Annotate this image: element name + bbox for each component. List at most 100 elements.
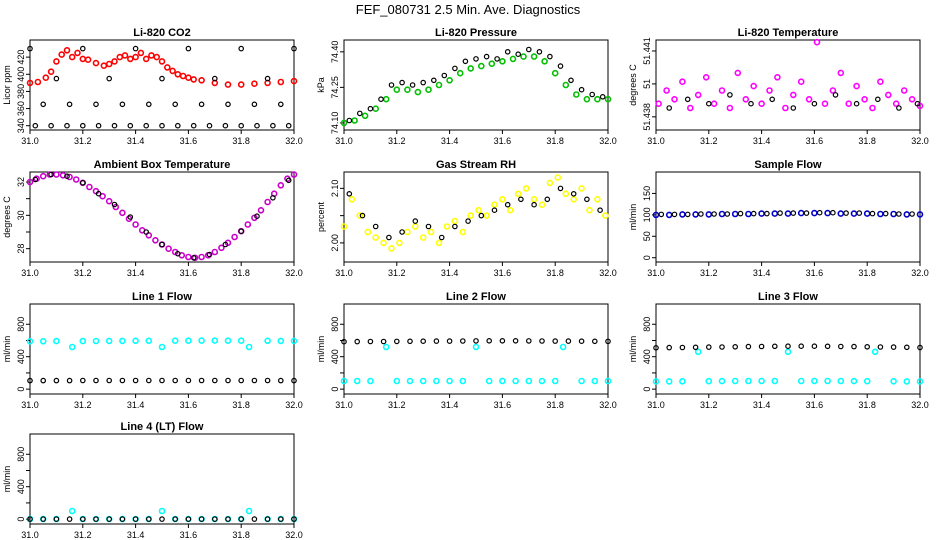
- reference-point: [146, 101, 152, 108]
- reference-point: [909, 211, 915, 217]
- reference-point: [93, 377, 99, 384]
- reference-point: [66, 516, 73, 522]
- data-point: [509, 55, 517, 63]
- reference-point: [251, 377, 258, 384]
- reference-point: [172, 377, 179, 384]
- series-reference: [666, 92, 921, 111]
- y-tick-label: 0: [330, 387, 340, 392]
- data-point: [277, 78, 285, 86]
- plot-frame: [343, 171, 609, 263]
- data-point: [53, 337, 60, 345]
- reference-point: [565, 338, 572, 344]
- reference-point: [830, 209, 836, 216]
- reference-point: [877, 344, 884, 350]
- x-tick-label: 32.0: [599, 268, 617, 278]
- data-point: [705, 377, 713, 385]
- reference-point: [146, 377, 152, 384]
- reference-point: [238, 377, 245, 384]
- data-point: [34, 78, 42, 86]
- reference-point: [93, 516, 99, 522]
- data-point: [169, 67, 176, 75]
- panel-line4: Line 4 (LT) Flow 31.0 31.2 31.4 31.6 31.8 32.0…: [2, 421, 303, 540]
- reference-point: [143, 229, 150, 235]
- data-point: [211, 337, 219, 344]
- data-point: [477, 62, 485, 70]
- data-point: [797, 78, 805, 85]
- data-point: [652, 211, 660, 219]
- reference-point: [483, 53, 490, 60]
- data-point: [797, 209, 805, 217]
- data-point: [185, 253, 192, 261]
- y-tick-label: 0: [16, 387, 26, 392]
- x-tick-label: 31.6: [180, 530, 198, 540]
- reference-point: [409, 82, 416, 88]
- data-point: [694, 348, 702, 356]
- data-point: [39, 172, 47, 180]
- x-tick-label: 31.2: [74, 268, 92, 278]
- reference-point: [803, 210, 810, 216]
- reference-point: [684, 211, 691, 218]
- data-point: [393, 86, 401, 93]
- data-point: [530, 196, 538, 203]
- data-point: [797, 377, 805, 385]
- x-tick-label: 31.6: [806, 400, 824, 410]
- x-tick-label: 31.8: [232, 268, 250, 278]
- reference-point: [132, 45, 139, 52]
- data-point: [869, 104, 876, 112]
- data-point: [66, 173, 73, 181]
- y-tick-label: 400: [16, 479, 26, 494]
- data-point: [821, 100, 829, 107]
- data-point: [185, 74, 192, 81]
- data-point: [433, 377, 440, 385]
- data-point: [604, 377, 612, 385]
- y-tick-label: 400: [16, 67, 26, 82]
- data-point: [364, 228, 372, 236]
- y-axis-label: Licor ppm: [2, 65, 12, 105]
- data-point: [264, 337, 271, 345]
- data-point: [185, 337, 192, 345]
- series-reference: [27, 45, 297, 129]
- y-tick-label: 51.438: [642, 103, 652, 131]
- x-tick-label: 31.0: [335, 268, 353, 278]
- y-tick-label: 51.441: [642, 37, 652, 65]
- plot-frame: [29, 303, 295, 395]
- data-point: [491, 201, 498, 208]
- data-point: [68, 53, 76, 61]
- reference-point: [671, 211, 678, 218]
- reference-point: [132, 377, 139, 384]
- data-point: [892, 100, 900, 107]
- x-tick-label: 31.4: [127, 530, 145, 540]
- reference-point: [692, 344, 699, 351]
- y-axis-label: ml/min: [2, 336, 12, 363]
- plot-frame: [343, 39, 609, 131]
- reference-point: [420, 338, 427, 345]
- x-tick-label: 32.0: [285, 530, 303, 540]
- data-point: [132, 53, 139, 61]
- reference-point: [750, 210, 757, 217]
- data-point: [26, 79, 34, 87]
- data-point: [451, 217, 459, 225]
- reference-point: [790, 105, 797, 111]
- reference-point: [494, 56, 500, 62]
- reference-point: [291, 516, 297, 522]
- reference-point: [354, 338, 361, 345]
- reference-point: [777, 210, 783, 216]
- reference-point: [557, 63, 564, 69]
- y-tick-label: 30: [16, 210, 26, 220]
- data-point: [837, 69, 845, 77]
- data-point: [53, 171, 60, 178]
- y-tick-label: 340: [16, 118, 26, 133]
- x-tick-label: 31.0: [647, 136, 665, 146]
- data-point: [884, 91, 892, 99]
- data-point: [393, 377, 401, 385]
- data-point: [218, 244, 225, 252]
- data-point: [758, 377, 765, 385]
- reference-point: [525, 338, 532, 344]
- reference-point: [251, 101, 258, 108]
- data-point: [562, 190, 570, 198]
- data-point: [594, 196, 601, 203]
- reference-point: [698, 211, 704, 217]
- data-point: [290, 171, 298, 178]
- x-tick-label: 31.0: [335, 400, 353, 410]
- data-point: [900, 87, 908, 94]
